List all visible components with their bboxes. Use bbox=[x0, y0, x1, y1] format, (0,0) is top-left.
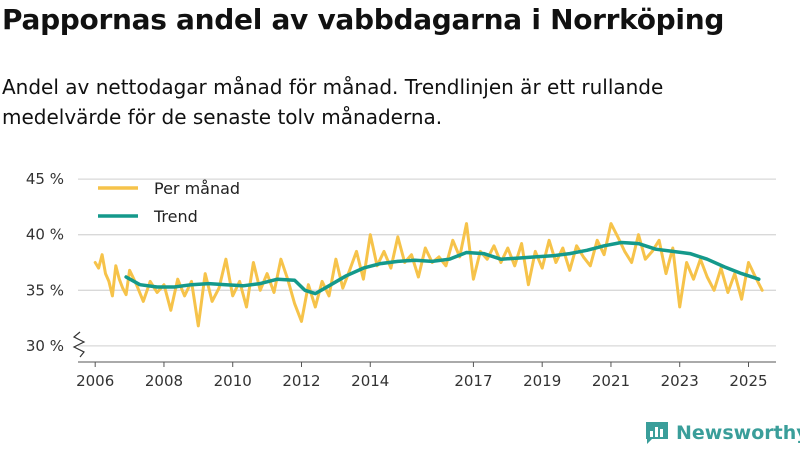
x-tick-label: 2023 bbox=[661, 372, 699, 390]
chart-title: Pappornas andel av vabbdagarna i Norrköp… bbox=[2, 3, 725, 36]
x-tick-label: 2017 bbox=[454, 372, 492, 390]
y-tick-label: 30 % bbox=[26, 337, 64, 355]
y-tick-label: 40 % bbox=[26, 226, 64, 244]
x-tick-label: 2010 bbox=[214, 372, 252, 390]
series-line-trend bbox=[124, 240, 761, 296]
x-axis: 2006 2008 2010 2012 2014 2017 2019 2021 2023 2025 bbox=[76, 361, 776, 390]
series-line-monthly bbox=[93, 222, 764, 328]
x-tick-label: 2019 bbox=[523, 372, 561, 390]
y-tick-label: 45 % bbox=[26, 170, 64, 188]
legend: Per månad Trend bbox=[98, 179, 240, 226]
chart-subtitle: Andel av nettodagar månad för månad. Tre… bbox=[2, 75, 664, 129]
x-tick-label: 2025 bbox=[729, 372, 767, 390]
axis-break-icon bbox=[72, 331, 86, 358]
x-tick-label: 2006 bbox=[76, 372, 114, 390]
legend-label: Trend bbox=[153, 207, 198, 226]
brand-logo: Newsworthy bbox=[644, 420, 800, 446]
brand-name: Newsworthy bbox=[676, 422, 800, 444]
y-tick-label: 35 % bbox=[26, 281, 64, 299]
x-tick-label: 2021 bbox=[592, 372, 630, 390]
y-axis: 30 % 35 % 40 % 45 % bbox=[26, 170, 64, 355]
series-group bbox=[93, 222, 764, 328]
legend-label: Per månad bbox=[154, 179, 240, 198]
x-tick-label: 2008 bbox=[145, 372, 183, 390]
newsworthy-logo-icon bbox=[646, 422, 668, 444]
x-tick-label: 2014 bbox=[351, 372, 389, 390]
x-tick-label: 2012 bbox=[282, 372, 320, 390]
